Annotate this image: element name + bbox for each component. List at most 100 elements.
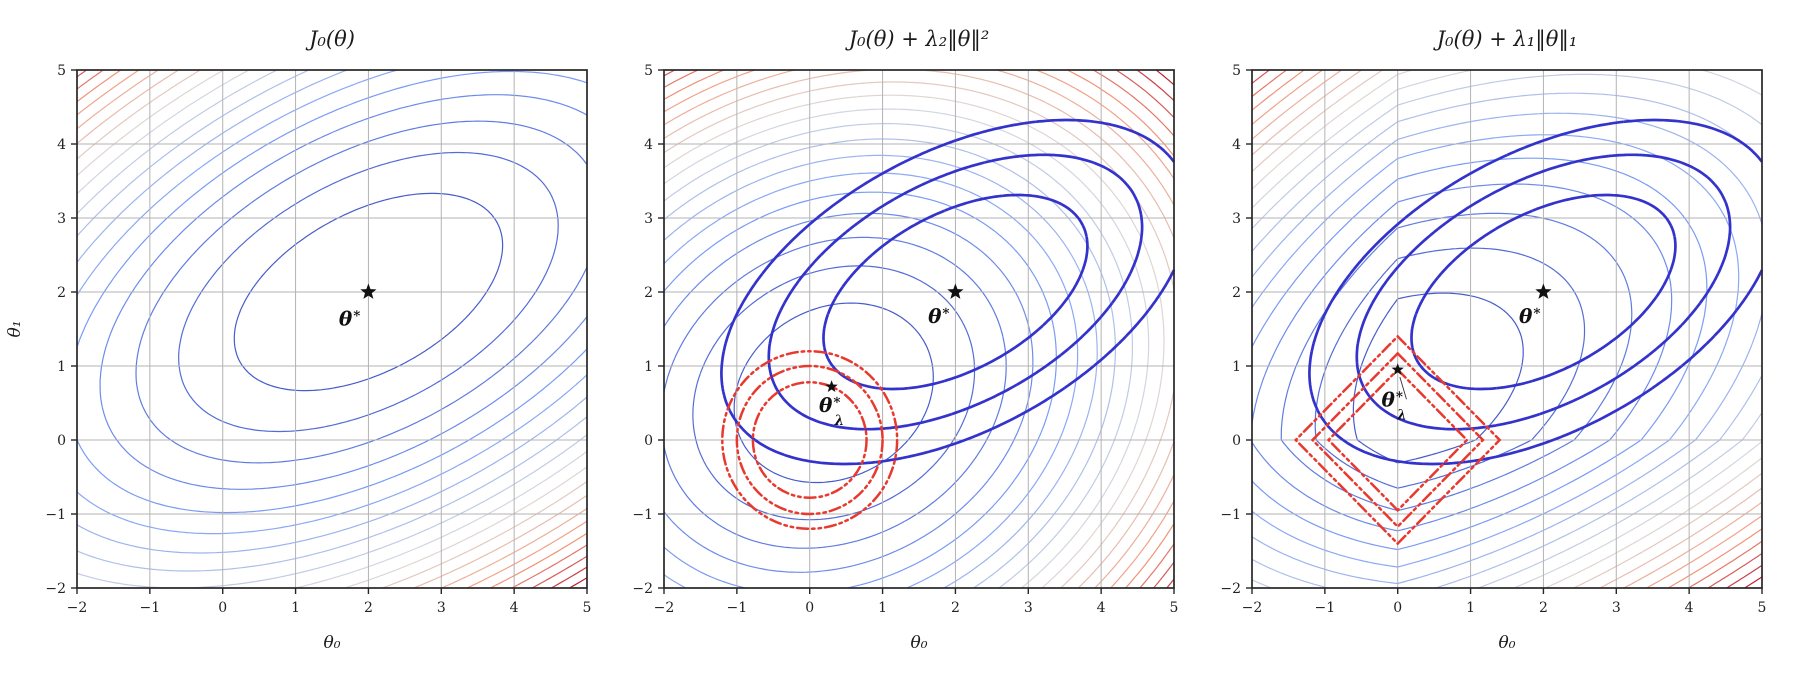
y-tick-label: 3: [644, 211, 653, 227]
plot-area-l1: θ∗ θ∗ λ −2 −1 0 1 2 3 4 5 −2 −1 0 1 2 3 4 5: [1220, 63, 1766, 616]
x-tick-label: 0: [1393, 600, 1402, 616]
contour-line: [76, 69, 588, 589]
contour-line: [1251, 69, 1763, 589]
y-tick-label: 0: [57, 433, 66, 449]
plot-title-j0: J₀(θ): [305, 27, 355, 51]
x-axis-label-j0: θ₀: [323, 633, 340, 653]
plot-title-l1: J₀(θ) + λ₁‖θ‖₁: [1433, 27, 1578, 52]
x-tick-label: −1: [1315, 600, 1336, 616]
y-tick-label: 0: [1232, 433, 1241, 449]
contour-line: [76, 69, 588, 572]
y-tick-label: 1: [57, 359, 66, 375]
y-tick-label: 4: [1232, 137, 1241, 153]
contour-line: [1155, 69, 1175, 86]
x-tick-label: 5: [1758, 600, 1767, 616]
contour-line: [99, 94, 588, 490]
y-tick-label: 2: [644, 285, 653, 301]
contour-line: [663, 191, 1057, 589]
contour-line: [1744, 576, 1763, 589]
contour-line: [663, 69, 1175, 589]
plot-spine: [1251, 69, 1763, 589]
contour-line: [76, 69, 588, 589]
y-tick-label: 0: [644, 433, 653, 449]
contour-line: [76, 69, 588, 589]
unregularized-optimum-star-label: θ∗: [339, 305, 362, 330]
subplot-j0: J₀(θ) θ∗ −2 −1 0 1 2 3 4 5 −2 −1 0 1 2 3 4 5 θ₀ θ₁: [5, 27, 592, 653]
x-tick-label: −1: [727, 600, 748, 616]
y-tick-label: 5: [644, 63, 653, 79]
contour-line: [76, 69, 588, 589]
l1-constraint-diamond: [1293, 334, 1502, 546]
contour-line: [178, 151, 559, 433]
x-tick-label: 1: [1466, 600, 1475, 616]
x-tick-label: 3: [437, 600, 446, 616]
contour-line: [76, 70, 588, 514]
x-tick-label: 4: [510, 600, 519, 616]
contour-line: [551, 566, 588, 589]
contour-line: [1314, 247, 1586, 489]
y-tick-label: −1: [45, 507, 66, 523]
contour-line: [1251, 157, 1708, 551]
unregularized-optimum-star: [360, 283, 377, 299]
y-tick-label: 5: [1232, 63, 1241, 79]
unregularized-optimum-star-label: θ∗: [928, 303, 951, 328]
x-tick-label: −1: [140, 600, 161, 616]
contour-line: [76, 69, 588, 535]
x-tick-label: 2: [951, 600, 960, 616]
dashed-j0-contour: [1410, 193, 1677, 391]
contour-line: [1251, 73, 1763, 589]
x-tick-label: 3: [1612, 600, 1621, 616]
x-tick-label: 1: [878, 600, 887, 616]
x-tick-label: −2: [67, 600, 88, 616]
dashed-j0-contour: [767, 153, 1144, 431]
contour-line: [663, 69, 1175, 589]
dashed-j0-contour: [822, 193, 1089, 391]
contour-line: [1251, 69, 1763, 589]
contour-line: [663, 69, 1175, 589]
contour-line: [569, 577, 588, 589]
x-tick-label: 5: [583, 600, 592, 616]
y-tick-label: 2: [1232, 285, 1241, 301]
y-tick-label: 2: [57, 285, 66, 301]
contour-line: [1251, 69, 1763, 589]
plot-spine: [663, 69, 1175, 589]
contour-line: [663, 69, 1175, 589]
plot-title-l2: J₀(θ) + λ₂‖θ‖²: [845, 27, 990, 52]
regularized-optimum-star: [825, 380, 838, 392]
contour-line: [663, 172, 1079, 589]
x-tick-label: −2: [1242, 600, 1263, 616]
x-tick-label: 0: [218, 600, 227, 616]
contour-line: [1251, 69, 1763, 589]
contour-line: [135, 120, 588, 464]
y-tick-label: 3: [57, 211, 66, 227]
contour-line: [1251, 69, 1763, 589]
contour-line: [1251, 69, 1763, 589]
contour-line: [76, 69, 588, 554]
contour-line: [1251, 69, 1763, 589]
plot-spine: [76, 69, 588, 589]
contour-line: [76, 69, 588, 589]
x-tick-label: 5: [1170, 600, 1179, 616]
y-tick-label: −2: [1220, 581, 1241, 597]
subplot-l2: J₀(θ) + λ₂‖θ‖² θ∗θ∗ λ−2 −1 0 1 2 3 4 5−2−1012345…: [632, 27, 1178, 653]
y-tick-label: 1: [644, 359, 653, 375]
dashed-j0-contour: [1308, 118, 1764, 466]
subplot-l1: J₀(θ) + λ₁‖θ‖₁ θ∗ θ∗ λ −2 −1 0 1 2 3 4 5 −2 −1 0 1 2 3 4 5…: [1220, 27, 1766, 653]
contour-line: [1251, 69, 1763, 589]
y-tick-label: −2: [45, 581, 66, 597]
contour-line: [1251, 69, 1763, 589]
y-tick-label: 5: [57, 63, 66, 79]
x-tick-label: 4: [1685, 600, 1694, 616]
y-tick-label: 3: [1232, 211, 1241, 227]
dashed-j0-contour: [720, 118, 1176, 466]
contour-line: [76, 69, 588, 589]
x-axis-label-l1: θ₀: [1498, 633, 1515, 653]
y-tick-label: 4: [57, 137, 66, 153]
contour-line: [1251, 92, 1763, 589]
l2-constraint-circle: [721, 349, 899, 531]
regularized-optimum-star: [1391, 363, 1404, 375]
contour-line: [76, 69, 588, 589]
x-tick-label: 3: [1024, 600, 1033, 616]
